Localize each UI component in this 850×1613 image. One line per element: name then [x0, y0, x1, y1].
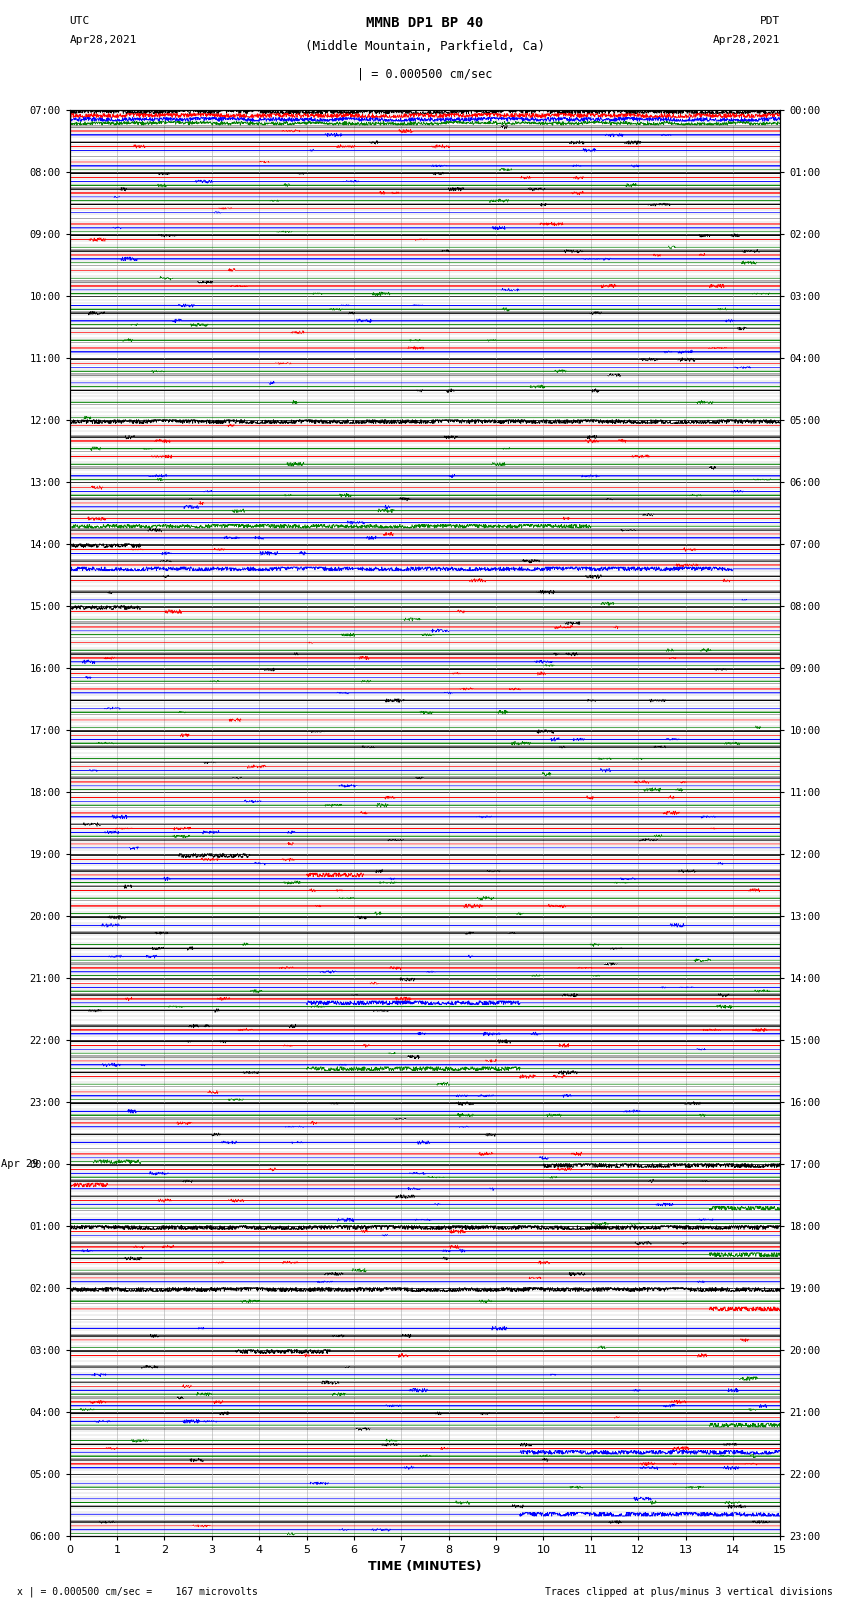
Text: UTC: UTC: [70, 16, 90, 26]
X-axis label: TIME (MINUTES): TIME (MINUTES): [368, 1560, 482, 1573]
Text: (Middle Mountain, Parkfield, Ca): (Middle Mountain, Parkfield, Ca): [305, 40, 545, 53]
Text: x | = 0.000500 cm/sec =    167 microvolts: x | = 0.000500 cm/sec = 167 microvolts: [17, 1586, 258, 1597]
Text: MMNB DP1 BP 40: MMNB DP1 BP 40: [366, 16, 484, 31]
Text: Apr 29: Apr 29: [2, 1158, 39, 1168]
Text: PDT: PDT: [760, 16, 780, 26]
Text: Apr28,2021: Apr28,2021: [70, 35, 137, 45]
Text: Traces clipped at plus/minus 3 vertical divisions: Traces clipped at plus/minus 3 vertical …: [545, 1587, 833, 1597]
Text: Apr28,2021: Apr28,2021: [713, 35, 780, 45]
Text: | = 0.000500 cm/sec: | = 0.000500 cm/sec: [357, 68, 493, 81]
